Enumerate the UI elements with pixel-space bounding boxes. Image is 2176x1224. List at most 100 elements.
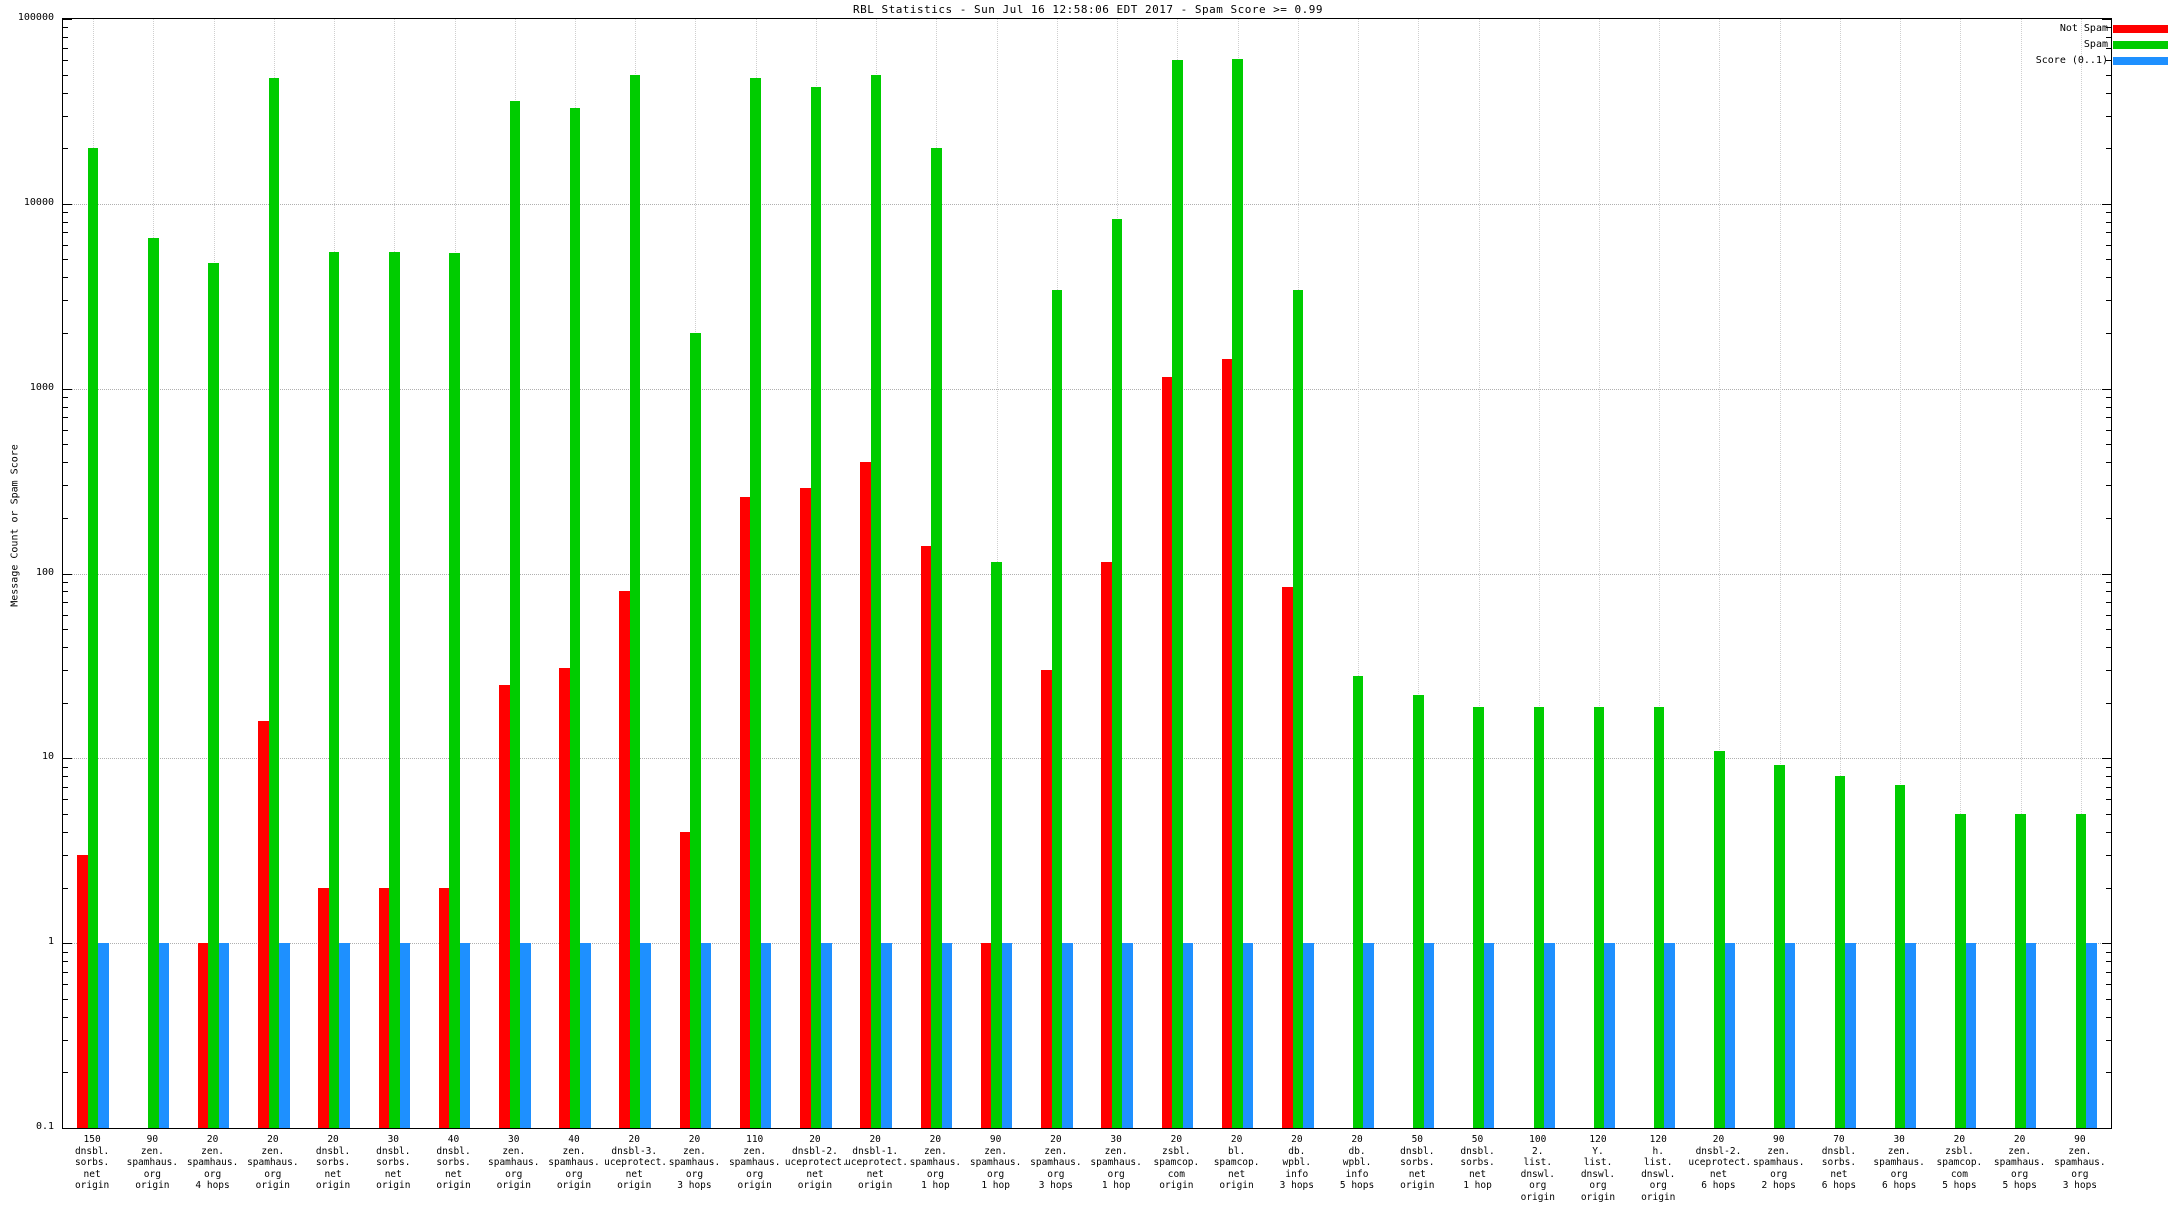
chart-legend: Not Spam Spam Score (0..1) — [1988, 22, 2168, 70]
y-axis-tick — [2102, 19, 2111, 20]
y-axis-minor-tick — [2106, 887, 2111, 889]
y-axis-minor-tick — [63, 951, 68, 953]
x-axis-tick-label: 30 zen. spamhaus. org origin — [488, 1134, 540, 1191]
bar-score-0-1 — [1905, 943, 1916, 1128]
y-axis-minor-tick — [2106, 776, 2111, 778]
bar-score-0-1 — [1965, 943, 1977, 1128]
y-axis-tick — [63, 203, 72, 205]
y-axis-minor-tick — [63, 397, 68, 399]
bar-not-spam — [499, 684, 510, 1128]
bar-spam — [750, 77, 761, 1128]
y-axis-tick — [2102, 1128, 2111, 1129]
bar-score-0-1 — [98, 943, 109, 1128]
y-axis-minor-tick — [2106, 333, 2111, 335]
chart-title: RBL Statistics - Sun Jul 16 12:58:06 EDT… — [852, 3, 1324, 16]
bar-spam — [1292, 290, 1304, 1128]
category-gridline — [1839, 19, 1841, 1128]
y-axis-minor-tick — [63, 148, 68, 150]
x-axis-tick-label: 90 zen. spamhaus. org 2 hops — [1752, 1134, 1805, 1191]
y-axis-minor-tick — [2106, 602, 2111, 604]
bar-score-0-1 — [339, 943, 350, 1128]
bar-score-0-1 — [1604, 943, 1615, 1128]
bar-not-spam — [258, 720, 269, 1128]
bar-score-0-1 — [1544, 943, 1555, 1128]
bar-not-spam — [1221, 358, 1233, 1128]
x-axis-tick-label: 20 db. wpbl. info 3 hops — [1279, 1134, 1314, 1191]
bar-score-0-1 — [760, 943, 772, 1128]
bar-score-0-1 — [279, 943, 290, 1128]
bar-score-0-1 — [1784, 943, 1796, 1128]
y-axis-minor-tick — [63, 47, 68, 49]
y-axis-minor-tick — [63, 971, 68, 973]
x-axis-tick-label: 30 dnsbl. sorbs. net origin — [376, 1134, 411, 1191]
legend-item-not-spam: Not Spam — [1988, 22, 2168, 35]
y-axis-minor-tick — [63, 670, 68, 672]
x-axis-tick-label: 30 zen. spamhaus. org 6 hops — [1873, 1134, 1925, 1191]
x-axis-tick-label: 100 2. list. dnswl. org origin — [1520, 1134, 1555, 1203]
x-axis-tick-label: 20 zsbl. spamcop. com origin — [1153, 1134, 1200, 1191]
y-axis-minor-tick — [63, 614, 68, 616]
bar-not-spam — [860, 462, 871, 1128]
bar-score-0-1 — [2086, 943, 2097, 1128]
y-axis-minor-tick — [2106, 462, 2111, 464]
y-axis-minor-tick — [2106, 813, 2111, 815]
category-gridline — [1960, 19, 1962, 1128]
category-gridline — [1779, 19, 1781, 1128]
bar-score-0-1 — [1483, 943, 1495, 1128]
y-axis-minor-tick — [2106, 517, 2111, 519]
grid-line — [63, 203, 2111, 205]
y-axis-tick — [63, 388, 72, 390]
bar-spam — [449, 253, 460, 1128]
bar-spam — [629, 74, 641, 1128]
x-axis-tick-label: 20 zen. spamhaus. org 3 hops — [1030, 1134, 1082, 1191]
grid-line — [63, 943, 2111, 945]
y-axis-tick-label: 100000 — [17, 12, 54, 23]
x-axis-tick-label: 90 zen. spamhaus. org origin — [126, 1134, 179, 1191]
bar-spam — [690, 333, 701, 1128]
y-axis-minor-tick — [2106, 221, 2111, 223]
bar-spam — [509, 101, 520, 1128]
bar-score-0-1 — [520, 943, 531, 1128]
y-axis-minor-tick — [2106, 629, 2111, 631]
y-axis-minor-tick — [2106, 397, 2111, 399]
y-axis-minor-tick — [2106, 1016, 2111, 1018]
y-axis-minor-tick — [2106, 406, 2111, 408]
x-axis-tick-label: 110 zen. spamhaus. org origin — [728, 1134, 781, 1191]
bar-not-spam — [438, 887, 450, 1128]
y-axis-tick-label: 0.1 — [35, 1121, 54, 1132]
y-axis-minor-tick — [2106, 614, 2111, 616]
bar-spam — [870, 74, 882, 1128]
x-axis-tick-label: 20 zen. spamhaus. org 4 hops — [186, 1134, 239, 1191]
bar-spam — [1352, 675, 1364, 1128]
y-axis-minor-tick — [63, 776, 68, 778]
x-axis-tick-label: 120 h. list. dnswl. org origin — [1641, 1134, 1676, 1203]
bar-score-0-1 — [580, 943, 591, 1128]
y-axis-minor-tick — [2106, 417, 2111, 419]
bar-score-0-1 — [1182, 943, 1194, 1128]
bar-not-spam — [1161, 377, 1173, 1128]
x-axis-tick-label: 20 zsbl. spamcop. com 5 hops — [1936, 1134, 1983, 1191]
y-axis-minor-tick — [63, 813, 68, 815]
y-axis-minor-tick — [2106, 115, 2111, 117]
y-axis-tick-label: 10 — [41, 751, 54, 763]
y-axis-tick — [2102, 573, 2111, 575]
category-gridline — [2020, 19, 2022, 1128]
y-axis-tick — [63, 573, 72, 575]
y-axis-minor-tick — [63, 517, 68, 519]
bar-score-0-1 — [1242, 943, 1254, 1128]
bar-score-0-1 — [1423, 943, 1435, 1128]
y-axis-minor-tick — [63, 462, 68, 464]
y-axis-minor-tick — [63, 277, 68, 279]
legend-item-spam: Spam — [1988, 38, 2168, 51]
x-axis-tick-label: 20 zen. spamhaus. org origin — [247, 1134, 299, 1191]
y-axis-minor-tick — [63, 92, 68, 94]
bar-spam — [87, 148, 99, 1128]
bar-spam — [2075, 813, 2087, 1128]
bar-not-spam — [1101, 562, 1112, 1128]
x-axis-tick-label: 20 zen. spamhaus. org 3 hops — [668, 1134, 721, 1191]
y-axis-minor-tick — [2106, 300, 2111, 302]
y-axis-minor-tick — [63, 602, 68, 604]
y-axis-tick — [2102, 943, 2111, 945]
x-axis-tick-label: 20 bl. spamcop. net origin — [1213, 1134, 1260, 1191]
